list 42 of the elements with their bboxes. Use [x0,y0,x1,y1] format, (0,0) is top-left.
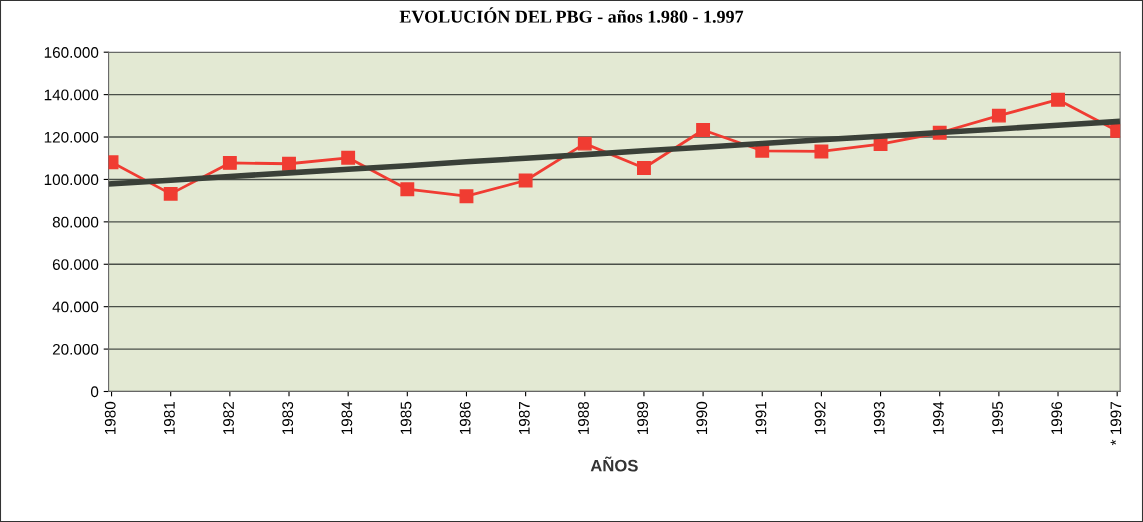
x-tick-label: 1995 [992,401,1003,435]
x-axis-title: AÑOS [590,456,638,472]
point [282,156,296,171]
point [222,155,237,170]
x-tick-label: 1982 [223,401,234,435]
x-tick-label: 1992 [814,401,826,435]
x-tick-label: 1981 [163,401,175,435]
point [341,150,356,165]
y-tick-label: 20.000 [52,343,99,355]
x-tick-label: 1991 [755,401,767,435]
point [696,123,711,137]
x-tick-label: 1994 [933,401,944,435]
x-tick-label: 1986 [459,401,471,435]
point [518,173,533,188]
x-tick-label: 1993 [873,401,885,435]
x-tick-label: 1989 [637,401,649,435]
point [636,161,651,175]
point [400,182,415,197]
y-tick-label: 160.000 [44,47,99,58]
x-tick-label: 1985 [400,401,412,435]
point [991,108,1006,123]
y-tick-label: 0 [90,386,99,398]
y-tick-label: 80.000 [52,216,99,228]
x-tick-label: 1996 [1051,401,1063,435]
x-tick-label: 1987 [518,401,530,435]
chart-title: EVOLUCIÓN DEL PBG - años 1.980 - 1.997 [399,7,744,23]
x-tick-label: * 1997 [1110,401,1122,446]
point [459,189,474,204]
y-tick-label: 100.000 [44,174,99,186]
y-tick-label: 120.000 [44,131,99,143]
point [814,144,829,159]
x-tick-label: 1990 [696,401,708,435]
y-tick-label: 40.000 [52,301,99,313]
y-tick-label: 140.000 [44,89,99,101]
x-tick-label: 1983 [282,401,294,435]
x-tick-label: 1988 [578,401,589,435]
point [577,136,592,151]
x-tick-label: 1984 [341,401,353,435]
point [1051,92,1065,107]
point [163,186,178,201]
x-tick-label: 1980 [104,401,116,435]
y-tick-label: 60.000 [52,259,99,270]
